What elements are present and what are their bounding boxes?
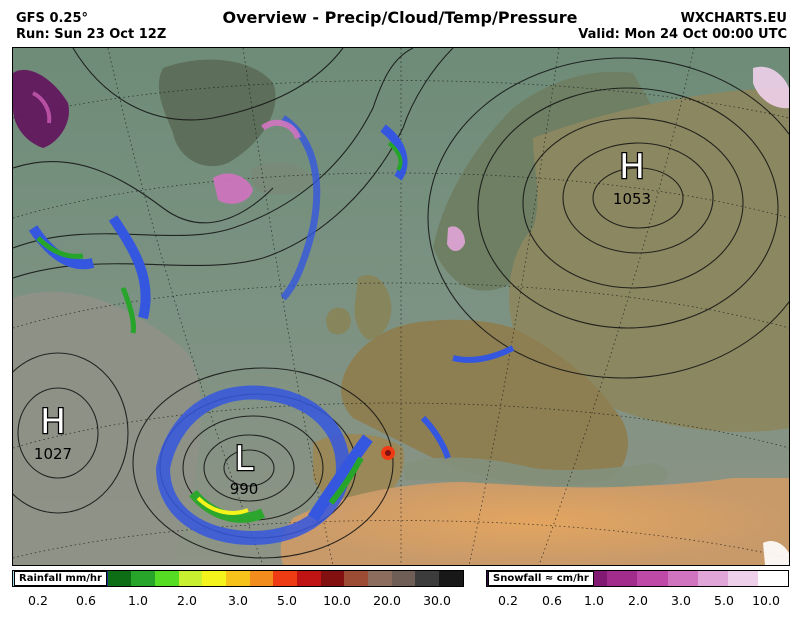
iceland-land: [250, 162, 313, 195]
high-pressure-value: 1053: [613, 190, 651, 208]
low-pressure-symbol: L: [235, 439, 254, 479]
snowfall-swatch: [667, 571, 698, 586]
precip-bands: [28, 115, 515, 546]
rainfall-swatch: [155, 571, 179, 586]
run-label: Run: Sun 23 Oct 12Z: [16, 27, 167, 42]
rainfall-tick-label: 0.2: [28, 593, 48, 608]
rainfall-tick-label: 20.0: [373, 593, 401, 608]
mediterranean-sea: [403, 457, 668, 488]
rainfall-swatch: [131, 571, 156, 586]
rainfall-swatch: [391, 571, 416, 586]
britain-land: [354, 274, 392, 340]
snowfall-tick-label: 3.0: [671, 593, 691, 608]
rainfall-swatch: [368, 571, 392, 586]
pressure-center-high-1027: H 1027: [34, 401, 72, 463]
rainfall-swatch: [273, 571, 298, 586]
valid-time: Valid: Mon 24 Oct 00:00 UTC: [578, 27, 787, 42]
low-pressure-value: 990: [230, 480, 259, 498]
rainfall-tick-label: 0.6: [76, 593, 96, 608]
snowfall-swatch: [697, 571, 728, 586]
rainfall-swatch: [178, 571, 203, 586]
snow-patches: [13, 66, 789, 565]
rainfall-swatch: [439, 571, 463, 586]
rainfall-tick-label: 3.0: [228, 593, 248, 608]
rainfall-swatch: [415, 571, 440, 586]
high-pressure-symbol: H: [40, 402, 66, 442]
snowfall-tick-label: 0.6: [542, 593, 562, 608]
snowfall-tick-label: 2.0: [628, 593, 648, 608]
rainfall-tick-label: 1.0: [128, 593, 148, 608]
snowfall-swatch: [637, 571, 668, 586]
rainfall-swatch: [249, 571, 274, 586]
snowfall-tick-label: 5.0: [714, 593, 734, 608]
rainfall-swatch: [320, 571, 345, 586]
chart-title: Overview - Precip/Cloud/Temp/Pressure: [222, 8, 578, 27]
pressure-center-low-990: L 990: [230, 438, 259, 498]
high-pressure-symbol: H: [619, 147, 645, 187]
rainfall-swatch: [344, 571, 369, 586]
rainfall-swatch: [107, 571, 132, 586]
rainfall-tick-label: 5.0: [277, 593, 297, 608]
greenland-land: [158, 59, 276, 167]
site-name: WXCHARTS.EU: [680, 11, 787, 26]
high-pressure-value: 1027: [34, 445, 72, 463]
russia-land: [509, 88, 789, 432]
weather-map: H 1053 H 1027 L 990: [12, 47, 790, 566]
snowfall-swatch: [727, 571, 758, 586]
snowfall-swatch: [607, 571, 638, 586]
model-label: GFS 0.25°: [16, 11, 89, 26]
europe-land: [341, 319, 628, 486]
rainfall-swatch: [297, 571, 321, 586]
snowfall-tick-label: 1.0: [584, 593, 604, 608]
snowfall-tick-label: 0.2: [498, 593, 518, 608]
rainfall-legend-title: Rainfall mm/hr: [14, 571, 107, 586]
rainfall-swatch: [202, 571, 227, 586]
rainfall-swatch: [226, 571, 250, 586]
pressure-center-high-1053: H 1053: [613, 146, 651, 208]
snowfall-tick-label: 10.0: [752, 593, 780, 608]
ireland-land: [326, 307, 351, 335]
rainfall-tick-label: 10.0: [323, 593, 351, 608]
snowfall-legend-title: Snowfall ≈ cm/hr: [488, 571, 594, 586]
snowfall-swatch: [757, 571, 788, 586]
atlantic-cloud-area: [13, 291, 202, 565]
north-africa-land: [280, 478, 789, 565]
rainfall-tick-label: 30.0: [423, 593, 451, 608]
rainfall-tick-label: 2.0: [177, 593, 197, 608]
